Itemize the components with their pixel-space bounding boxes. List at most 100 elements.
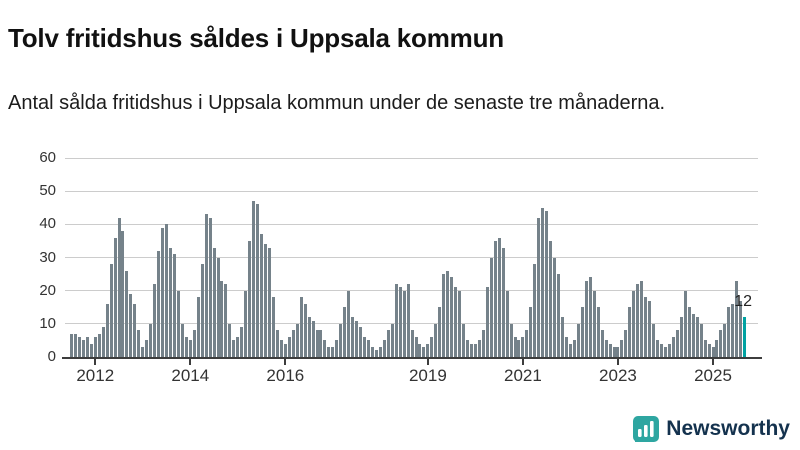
bar <box>715 340 719 357</box>
bar <box>161 227 165 357</box>
newsworthy-logo-icon <box>633 416 660 442</box>
bar <box>382 340 386 357</box>
gridline <box>65 223 758 225</box>
highlighted-bar <box>743 317 747 357</box>
bar <box>557 274 561 357</box>
gridline <box>65 190 758 192</box>
bar <box>121 230 125 357</box>
bar <box>608 343 612 357</box>
bar <box>565 337 568 357</box>
bar <box>481 330 485 357</box>
bar <box>588 277 592 357</box>
bar <box>462 323 466 357</box>
bar <box>699 323 703 357</box>
bar <box>667 343 671 357</box>
x-axis-tick-label: 2021 <box>504 366 542 385</box>
bar <box>466 340 469 357</box>
bar <box>513 337 517 357</box>
bar <box>446 270 450 357</box>
newsworthy-branding: Newsworthy <box>633 416 790 442</box>
bar <box>165 224 169 357</box>
last-value-label: 12 <box>734 293 752 311</box>
bar <box>473 343 477 357</box>
bar <box>719 330 723 357</box>
bar <box>172 254 176 357</box>
y-axis-tick-label: 20 <box>39 281 56 299</box>
bar <box>169 247 172 357</box>
bar <box>687 307 691 357</box>
bar <box>636 284 640 357</box>
bar <box>275 330 279 357</box>
bar <box>711 347 715 357</box>
bar <box>141 347 145 357</box>
bar <box>252 201 256 357</box>
bar <box>220 280 224 357</box>
bar <box>70 333 73 357</box>
bar <box>596 307 600 357</box>
bar <box>129 293 133 357</box>
bar <box>256 204 260 357</box>
bar <box>232 340 236 357</box>
bar <box>271 297 275 357</box>
bar <box>426 343 430 357</box>
y-axis-tick-label: 50 <box>39 182 56 200</box>
bar <box>422 347 426 357</box>
bar <box>656 340 660 357</box>
bar <box>335 340 339 357</box>
bar <box>723 323 727 357</box>
bar <box>89 343 93 357</box>
bar <box>604 340 608 357</box>
bar <box>691 313 695 357</box>
bar <box>679 317 683 357</box>
y-axis-tick-label: 60 <box>39 149 56 166</box>
bar <box>295 323 299 357</box>
bar <box>406 284 410 357</box>
bar <box>489 257 493 357</box>
bar <box>584 280 588 357</box>
bar <box>497 237 501 357</box>
bar <box>545 211 549 357</box>
bar <box>434 323 438 357</box>
bar <box>315 330 319 357</box>
y-axis-tick-label: 10 <box>39 314 56 332</box>
bar <box>347 290 351 357</box>
bar <box>469 343 473 357</box>
bar <box>644 297 648 357</box>
bar <box>208 217 212 357</box>
x-axis-tick <box>189 359 192 365</box>
bar <box>568 343 572 357</box>
bar <box>735 280 739 357</box>
bar <box>529 307 533 357</box>
bar <box>410 330 414 357</box>
x-axis-line <box>62 357 762 359</box>
bar <box>402 290 406 357</box>
bar <box>398 287 402 357</box>
bar <box>485 287 489 357</box>
bar <box>264 244 268 357</box>
bar <box>695 317 699 357</box>
bar <box>703 340 707 357</box>
bar <box>149 323 153 357</box>
bar <box>153 284 157 357</box>
bar <box>648 300 652 357</box>
bar <box>260 234 264 357</box>
chart-title: Tolv fritidshus såldes i Uppsala kommun <box>8 23 504 54</box>
x-axis-tick <box>426 359 429 365</box>
bar <box>600 330 604 357</box>
bar <box>137 330 141 357</box>
bar <box>303 303 307 357</box>
x-axis-tick <box>94 359 97 365</box>
bar <box>493 240 497 357</box>
bar <box>216 257 220 357</box>
bar <box>311 320 315 357</box>
bar <box>632 290 636 357</box>
bar <box>620 340 624 357</box>
bar <box>113 237 117 357</box>
bar <box>212 247 216 357</box>
bar <box>727 307 731 357</box>
bar <box>339 323 343 357</box>
bar <box>739 300 743 357</box>
x-axis-tick-label: 2016 <box>266 366 305 385</box>
